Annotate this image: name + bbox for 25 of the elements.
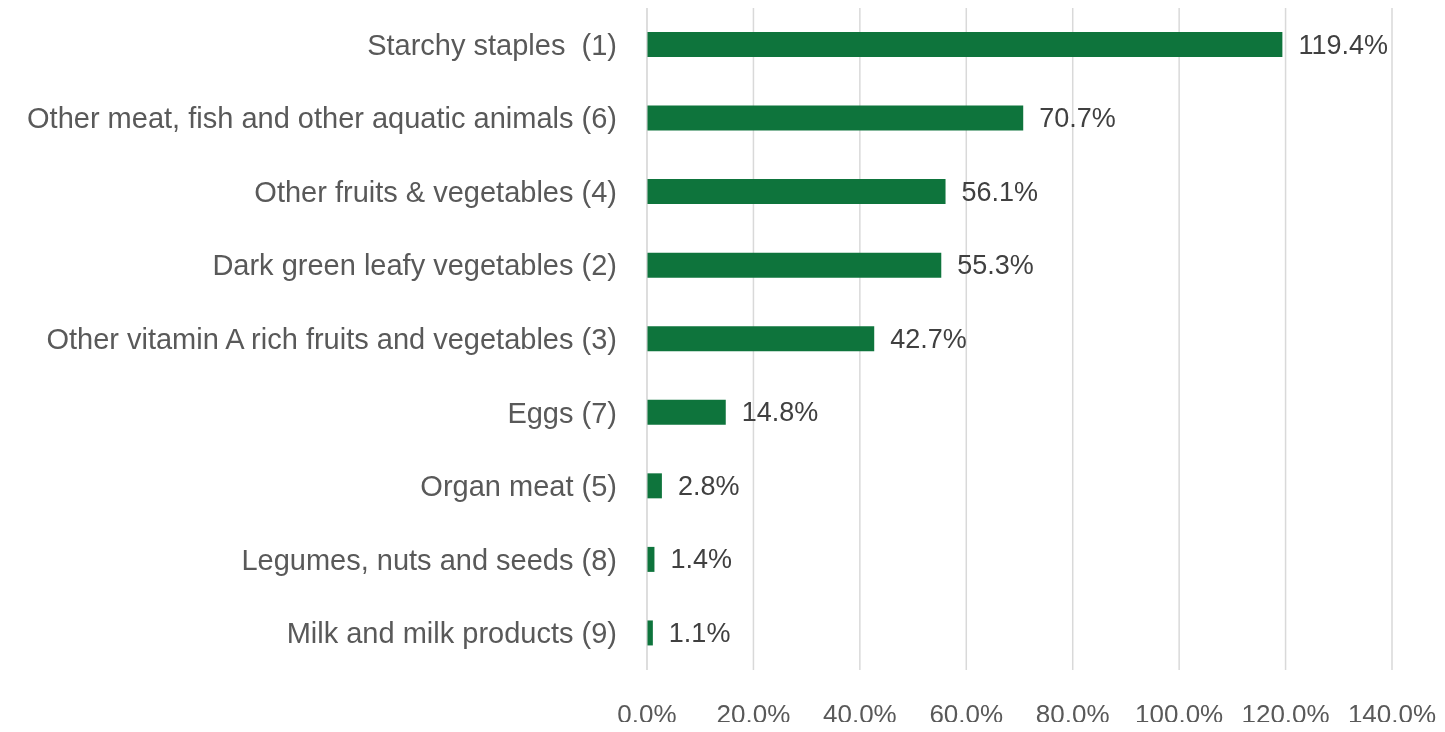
- y-tick-label: Other fruits & vegetables (4): [254, 175, 617, 208]
- y-tick-label: Eggs (7): [507, 396, 617, 429]
- y-tick-label: Milk and milk products (9): [286, 617, 617, 650]
- bar: [647, 473, 662, 499]
- data-label: 70.7%: [1039, 103, 1116, 134]
- data-label: 56.1%: [961, 176, 1039, 207]
- data-label: 55.3%: [957, 250, 1034, 281]
- data-label: 14.8%: [741, 397, 819, 428]
- data-label: 1.4%: [670, 544, 732, 575]
- bar: [647, 32, 1283, 57]
- bar: [647, 252, 942, 278]
- data-label: 119.4%: [1298, 29, 1388, 60]
- y-tick-label: Legumes, nuts and seeds (8): [241, 543, 617, 576]
- data-label: 1.1%: [668, 617, 731, 648]
- data-label: 2.8%: [677, 470, 740, 501]
- y-tick-label: Starchy staples (1): [367, 28, 617, 61]
- y-tick-label: Other meat, fish and other aquatic animals (6): [27, 102, 617, 135]
- bar: [647, 399, 726, 425]
- bar: [647, 326, 875, 352]
- y-tick-label: Other vitamin A rich fruits and vegetables (3): [46, 323, 617, 355]
- y-tick-label: Dark green leafy vegetables (2): [212, 249, 617, 282]
- data-label: 42.7%: [890, 323, 967, 354]
- y-tick-label: Organ meat (5): [420, 470, 617, 503]
- bar: [647, 179, 946, 205]
- bar: [647, 105, 1024, 131]
